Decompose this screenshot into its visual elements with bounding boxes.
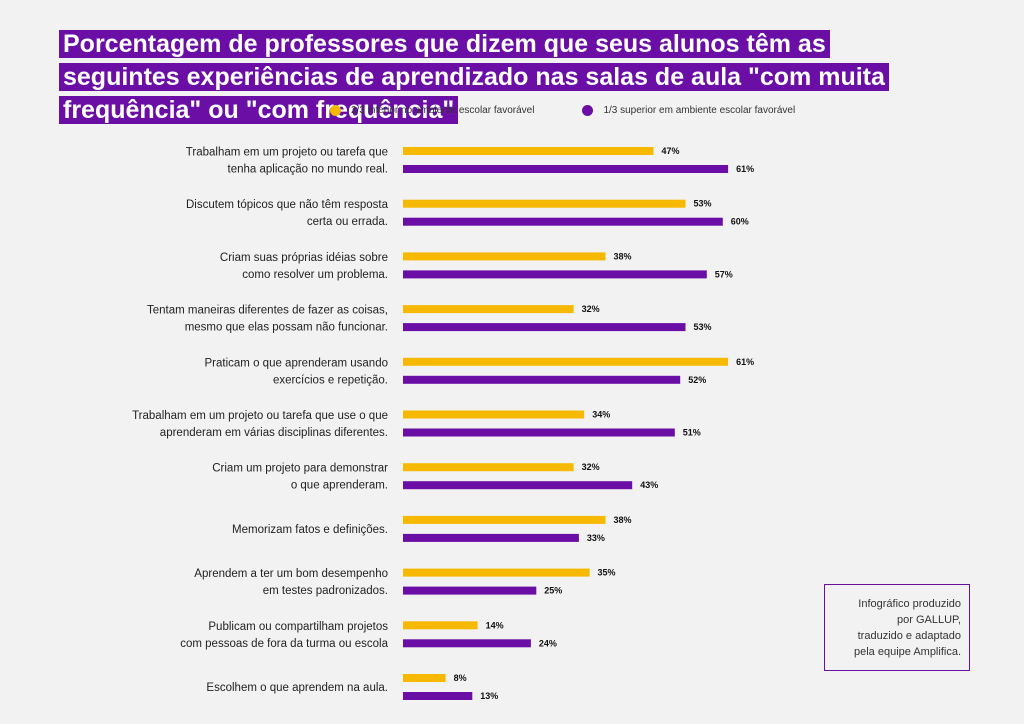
category-label: Aprendem a ter um bom desempenho em teste… — [194, 568, 388, 597]
category-label: Trabalham em um projeto ou tarefa que us… — [132, 410, 388, 439]
bar-series-1 — [403, 305, 574, 314]
data-label-series-2: 52% — [688, 375, 706, 385]
legend-label-series-2: 1/3 superior em ambiente escolar favoráv… — [603, 105, 796, 116]
bar-series-2 — [403, 586, 537, 595]
bar-series-2 — [403, 217, 723, 226]
credit-box: Infográfico produzido por GALLUP, traduz… — [824, 584, 970, 671]
data-label-series-2: 57% — [715, 269, 733, 279]
chart-title: Porcentagem de professores que dizem que… — [59, 28, 929, 127]
data-label-series-1: 35% — [598, 568, 616, 578]
bar-series-2 — [403, 481, 633, 490]
chart-legend: 2/3 inferior no ambiente escolar favoráv… — [330, 105, 795, 116]
data-label-series-1: 8% — [454, 673, 467, 683]
legend-item-series-1: 2/3 inferior no ambiente escolar favoráv… — [330, 105, 534, 116]
category-label: Memorizam fatos e definições. — [232, 524, 388, 536]
bar-series-2 — [403, 428, 675, 437]
data-label-series-1: 38% — [614, 251, 632, 261]
legend-dot-series-1 — [330, 105, 341, 116]
category-label: Praticam o que aprenderam usando exercíci… — [205, 357, 388, 386]
bar-series-1 — [403, 147, 654, 155]
bar-series-1 — [403, 568, 590, 577]
category-label: Discutem tópicos que não têm resposta cer… — [186, 199, 389, 228]
bar-series-2 — [403, 692, 473, 700]
data-label-series-2: 61% — [736, 164, 754, 174]
data-label-series-2: 43% — [640, 480, 658, 490]
bar-series-1 — [403, 410, 585, 419]
bar-series-2 — [403, 323, 686, 332]
data-label-series-1: 61% — [736, 357, 754, 367]
bar-series-1 — [403, 621, 478, 630]
bar-series-1 — [403, 674, 446, 682]
category-label: Escolhem o que aprendem na aula. — [206, 682, 388, 694]
bar-series-2 — [403, 270, 707, 279]
data-label-series-1: 38% — [614, 515, 632, 525]
category-label: Publicam ou compartilham projetos com pes… — [180, 621, 388, 650]
data-label-series-2: 53% — [694, 322, 712, 332]
data-label-series-2: 13% — [480, 691, 498, 701]
bar-series-1 — [403, 515, 606, 524]
bar-series-1 — [403, 463, 574, 472]
bar-series-1 — [403, 357, 729, 366]
legend-dot-series-2 — [582, 105, 594, 116]
legend-item-series-2: 1/3 superior em ambiente escolar favoráv… — [582, 105, 795, 116]
bar-series-2 — [403, 375, 681, 384]
data-label-series-1: 14% — [486, 620, 504, 630]
bar-series-1 — [403, 199, 686, 208]
bar-series-2 — [403, 639, 531, 648]
data-label-series-1: 32% — [582, 462, 600, 472]
category-label: Tentam maneiras diferentes de fazer as c… — [147, 305, 388, 334]
category-label: Criam um projeto para demonstrar o que ap… — [212, 463, 388, 492]
category-label: Criam suas próprias idéias sobre como res… — [220, 252, 388, 281]
data-label-series-1: 34% — [592, 410, 610, 420]
data-label-series-2: 33% — [587, 533, 605, 543]
data-label-series-2: 60% — [731, 217, 749, 227]
data-label-series-2: 24% — [539, 638, 557, 648]
category-label: Trabalham em um projeto ou tarefa que ten… — [186, 147, 388, 176]
data-label-series-2: 25% — [544, 586, 562, 596]
data-label-series-1: 47% — [662, 146, 680, 156]
bar-series-2 — [403, 533, 579, 542]
data-label-series-1: 32% — [582, 304, 600, 314]
data-label-series-2: 51% — [683, 428, 701, 438]
data-label-series-1: 53% — [694, 199, 712, 209]
legend-label-series-1: 2/3 inferior no ambiente escolar favoráv… — [351, 105, 535, 116]
bar-series-1 — [403, 252, 606, 261]
bar-series-2 — [403, 165, 729, 173]
